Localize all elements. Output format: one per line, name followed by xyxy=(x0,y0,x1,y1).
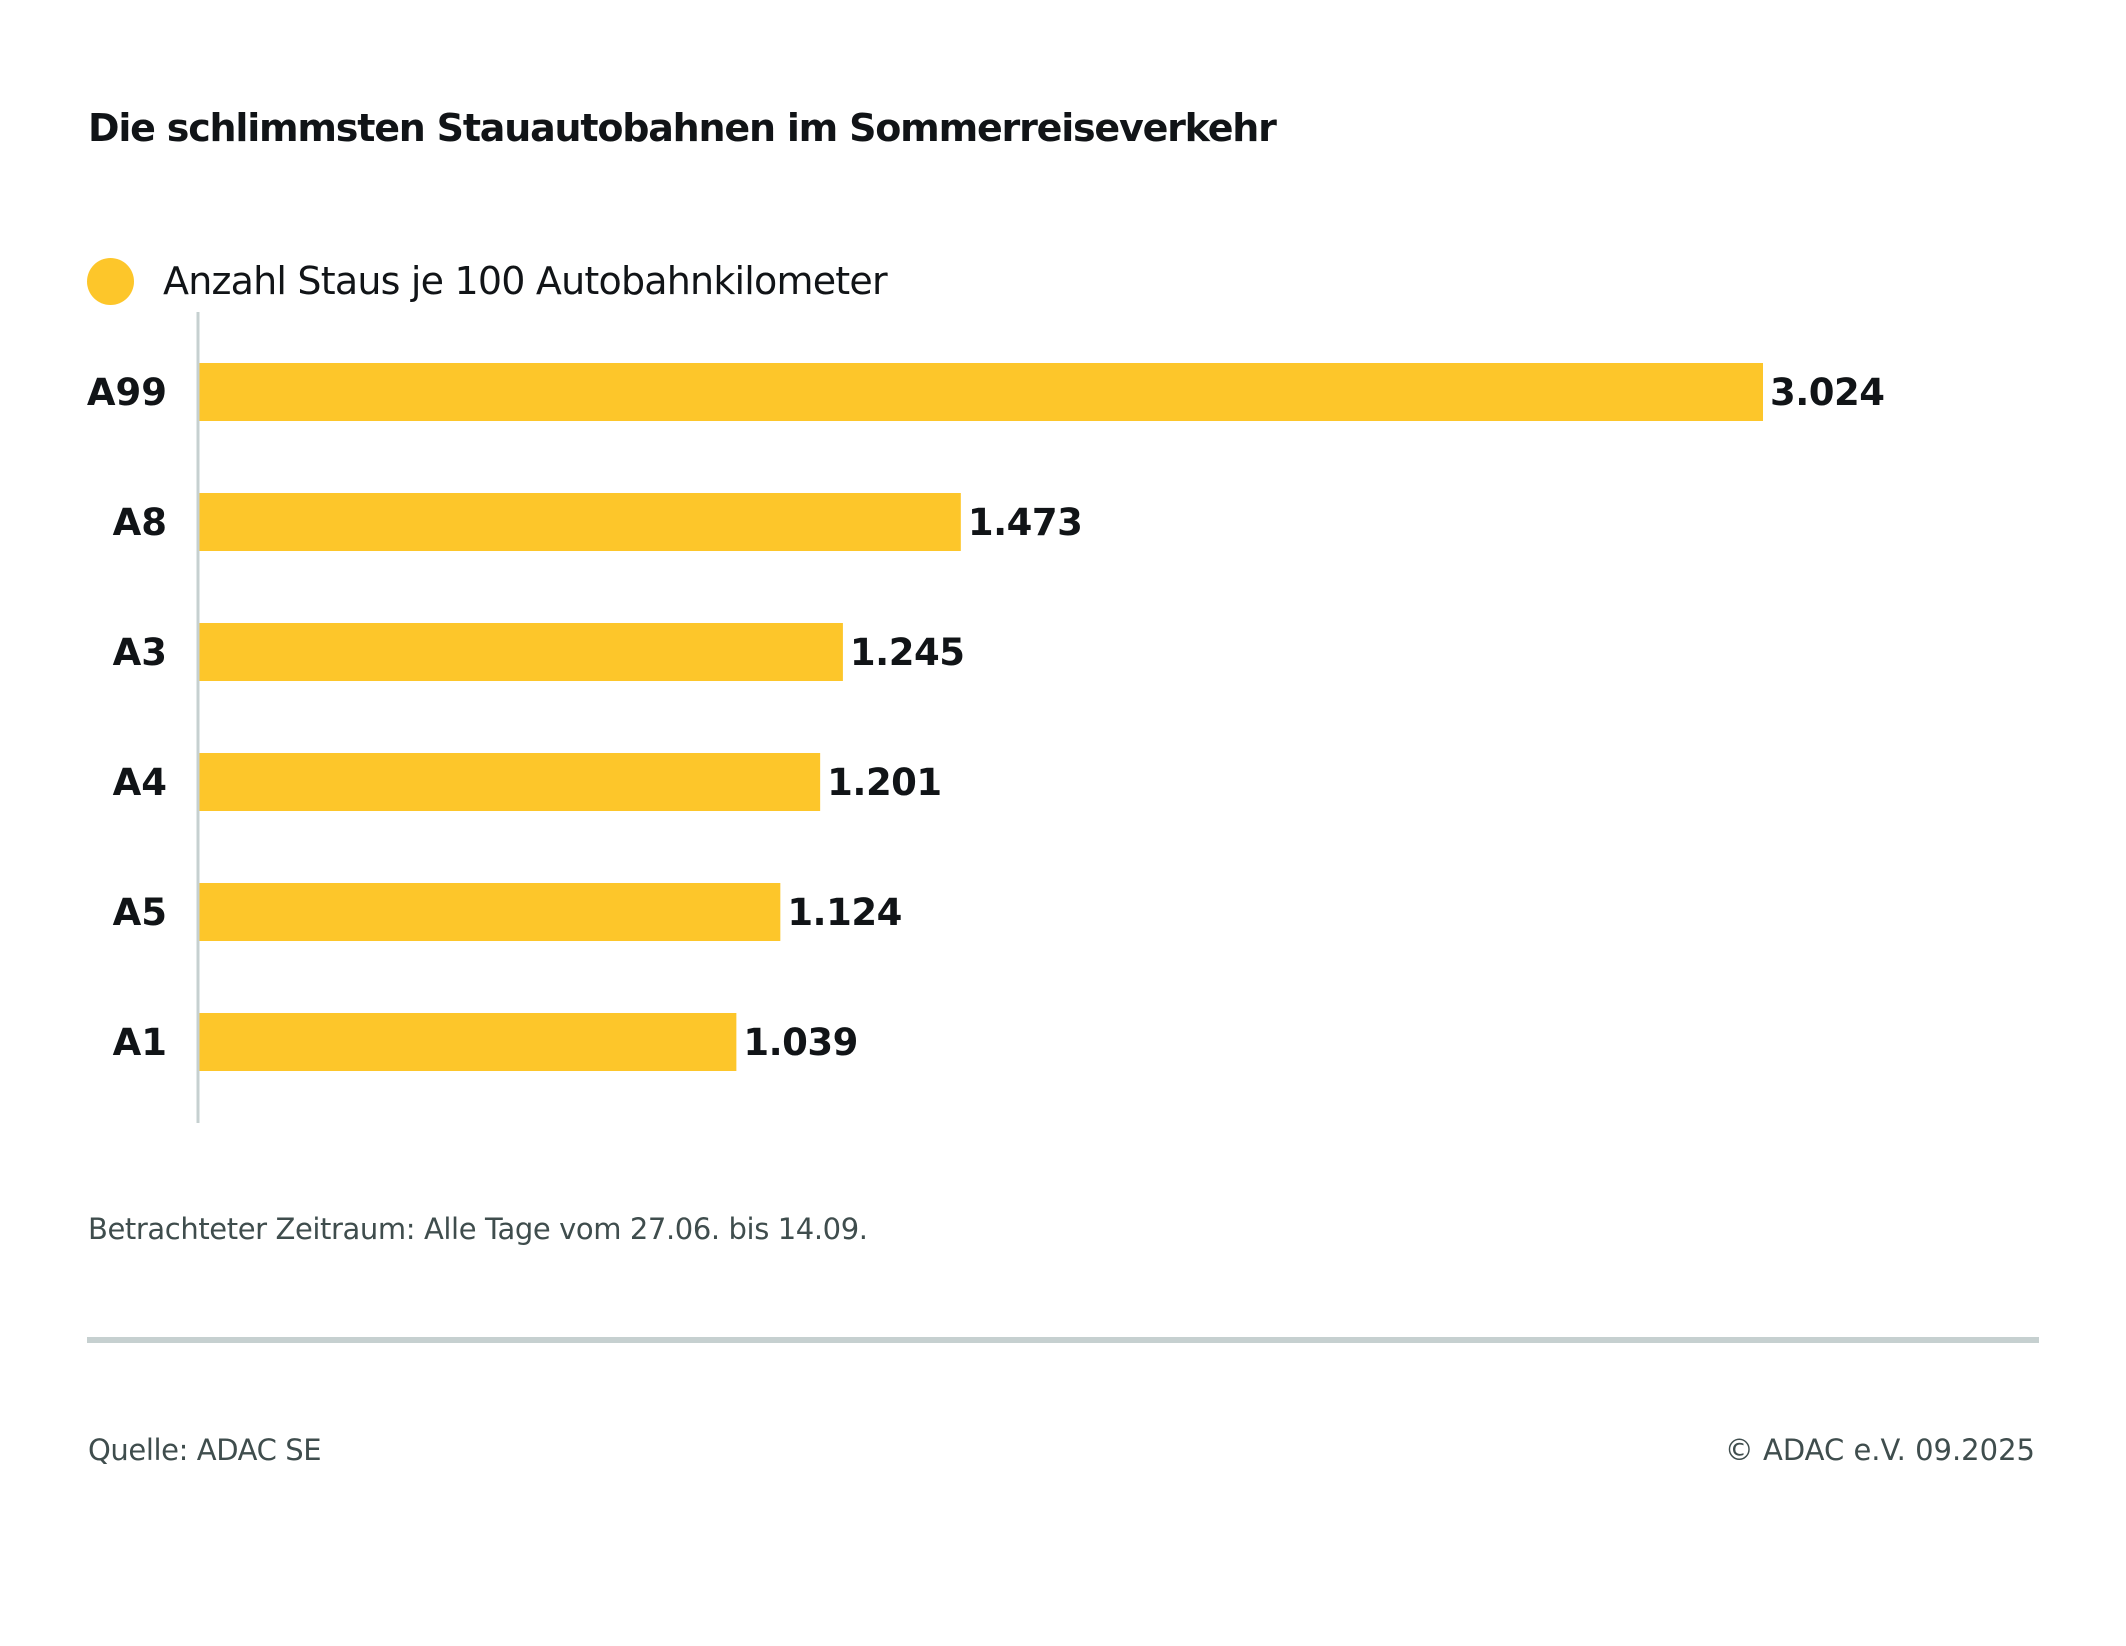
category-label-a3: A3 xyxy=(113,631,167,674)
copyright-note: © ADAC e.V. 09.2025 xyxy=(1724,1433,2035,1467)
legend-label: Anzahl Staus je 100 Autobahnkilometer xyxy=(163,259,888,303)
bar-a5 xyxy=(199,883,781,941)
category-label-a4: A4 xyxy=(113,761,167,804)
value-label-a3: 1.245 xyxy=(850,631,965,674)
bar-a99 xyxy=(199,363,1763,421)
source-note: Quelle: ADAC SE xyxy=(88,1433,322,1467)
legend-swatch-icon xyxy=(87,257,134,305)
category-label-a99: A99 xyxy=(87,371,167,414)
footnote: Betrachteter Zeitraum: Alle Tage vom 27.… xyxy=(88,1212,868,1246)
value-label-a5: 1.124 xyxy=(787,891,902,934)
bar-a8 xyxy=(199,493,961,551)
bars-layer: A99 3.024 A8 1.473 A3 1.245 A4 1.201 A5 1.124 A1 1.… xyxy=(87,363,1885,1071)
value-label-a1: 1.039 xyxy=(743,1021,858,1064)
value-label-a8: 1.473 xyxy=(968,501,1083,544)
bar-a1 xyxy=(199,1013,737,1071)
chart-title: Die schlimmsten Stauautobahnen im Sommer… xyxy=(88,106,1277,150)
bar-a3 xyxy=(199,623,843,681)
category-label-a8: A8 xyxy=(113,501,167,544)
divider xyxy=(87,1337,2039,1343)
value-label-a4: 1.201 xyxy=(827,761,942,804)
bar-chart: A99 3.024 A8 1.473 A3 1.245 A4 1.201 A5 1.124 A1 1.… xyxy=(87,312,1885,1123)
category-label-a5: A5 xyxy=(113,891,167,934)
legend: Anzahl Staus je 100 Autobahnkilometer xyxy=(87,257,888,305)
bar-a4 xyxy=(199,753,821,811)
category-label-a1: A1 xyxy=(113,1021,167,1064)
value-label-a99: 3.024 xyxy=(1770,371,1885,414)
